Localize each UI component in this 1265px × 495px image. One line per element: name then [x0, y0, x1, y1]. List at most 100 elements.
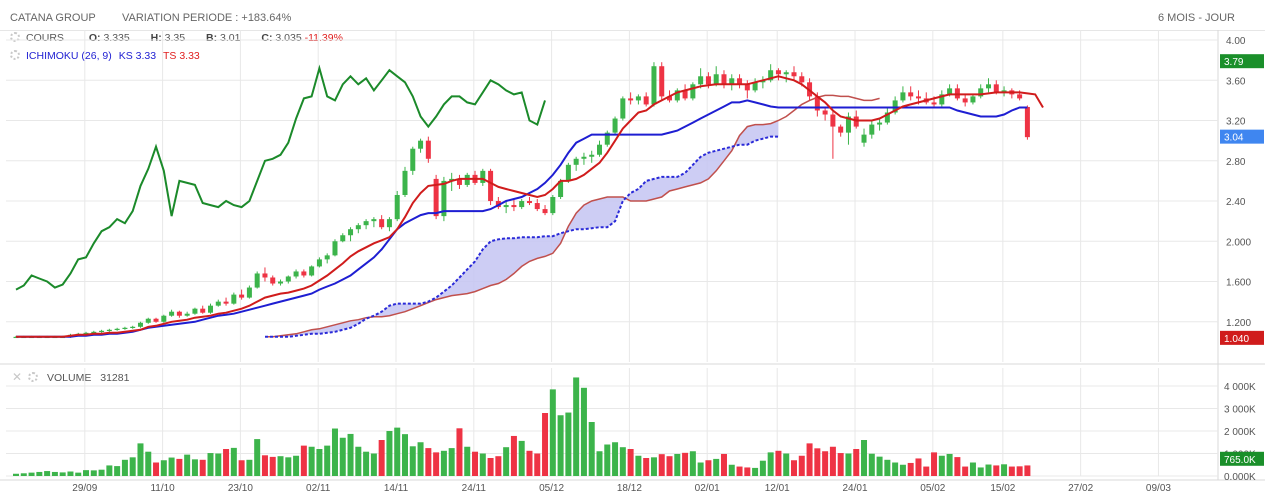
chikou-span-line: [15, 64, 546, 291]
candle-body: [1024, 106, 1030, 138]
volume-bar: [1001, 464, 1008, 476]
candle-body: [526, 201, 532, 204]
price-tick-label: 4.00: [1226, 36, 1246, 47]
date-tick-label: 14/11: [384, 483, 409, 494]
candle-body: [262, 273, 268, 278]
volume-bar: [798, 455, 805, 476]
volume-bar: [145, 451, 152, 476]
price-tick-label: 1.200: [1226, 318, 1251, 329]
candle-body: [137, 322, 143, 327]
volume-bar: [472, 451, 479, 476]
date-tick-label: 23/10: [228, 483, 253, 494]
candle-body: [752, 82, 758, 91]
candle-body: [589, 154, 595, 157]
volume-bar: [899, 464, 906, 476]
volume-bar: [75, 472, 82, 476]
date-tick-label: 24/01: [843, 483, 868, 494]
candle-body: [604, 132, 610, 145]
candle-body: [993, 84, 999, 93]
date-tick-label: 18/12: [617, 483, 642, 494]
candle-body: [947, 88, 953, 95]
volume-bar: [604, 444, 611, 476]
senkou-span-b-line: [265, 135, 779, 338]
badge-close: 3.04: [1224, 133, 1244, 144]
candle-body: [667, 96, 673, 101]
volume-bar: [215, 453, 222, 476]
candle-body: [900, 92, 906, 101]
volume-bar: [829, 446, 836, 476]
volume-bar: [184, 454, 191, 476]
volume-bar: [697, 462, 704, 476]
volume-tick-label: 0.000K: [1224, 472, 1256, 483]
candle-body: [1017, 94, 1023, 99]
settings-gear-icon[interactable]: [28, 372, 39, 382]
candle-body: [386, 219, 392, 228]
volume-bar: [129, 457, 136, 476]
high-label: H:: [150, 32, 162, 44]
candle-body: [239, 294, 245, 298]
volume-bar: [534, 453, 541, 476]
candle-body: [682, 90, 688, 99]
volume-bar: [464, 446, 471, 476]
volume-bar: [495, 456, 502, 476]
candle-body: [698, 76, 704, 85]
volume-bar: [347, 433, 354, 476]
open-value: 3.335: [103, 32, 130, 44]
volume-bar: [285, 457, 292, 476]
date-tick-label: 12/01: [765, 483, 790, 494]
volume-bar: [705, 460, 712, 476]
date-tick-label: 11/10: [150, 483, 175, 494]
volume-bar: [985, 464, 992, 476]
volume-bar: [728, 464, 735, 476]
candle-body: [954, 88, 960, 99]
period-selector[interactable]: 6 MOIS - JOUR: [1157, 12, 1235, 24]
volume-bar: [907, 462, 914, 476]
volume-value: 31281: [100, 372, 130, 384]
volume-bar: [791, 460, 797, 476]
volume-bar: [238, 460, 245, 476]
candle-body: [729, 78, 735, 85]
volume-bar: [767, 452, 774, 476]
settings-gear-icon[interactable]: [10, 50, 20, 60]
volume-bar: [682, 452, 689, 476]
volume-legend: ✕ VOLUME 31281: [12, 370, 129, 384]
open-label: O:: [88, 32, 101, 44]
candle-body: [643, 96, 649, 105]
volume-bar: [783, 453, 790, 476]
volume-bar: [993, 465, 1000, 476]
volume-bar: [90, 470, 97, 476]
volume-bar: [137, 443, 144, 476]
volume-bar: [876, 456, 883, 476]
candle-body: [970, 96, 976, 103]
close-icon[interactable]: ✕: [12, 370, 23, 384]
candle-body: [845, 116, 851, 133]
candle-body: [441, 180, 447, 217]
candle-body: [635, 96, 641, 101]
candle-body: [744, 84, 750, 91]
close-label: C:: [261, 32, 273, 44]
price-tick-label: 2.000: [1226, 237, 1251, 248]
volume-bar: [806, 443, 813, 476]
volume-bar: [962, 466, 969, 476]
candle-body: [340, 235, 346, 242]
volume-bar: [51, 471, 58, 476]
volume-bar: [440, 450, 447, 476]
ichimoku-label: ICHIMOKU (26, 9): [26, 50, 112, 62]
date-tick-label: 02/01: [695, 483, 720, 494]
volume-bar: [300, 445, 307, 476]
volume-bar: [822, 451, 829, 476]
candle-body: [814, 96, 820, 111]
volume-bar: [938, 455, 945, 476]
candle-body: [200, 308, 206, 313]
volume-bar: [612, 442, 619, 476]
ichimoku-legend: ICHIMOKU (26, 9) KS 3.33 TS 3.33: [10, 50, 200, 62]
volume-bar: [168, 457, 175, 476]
candle-body: [1001, 90, 1007, 93]
volume-bar: [448, 448, 455, 476]
volume-bar: [363, 451, 370, 476]
candle-body: [192, 308, 198, 314]
close-change: -11.39%: [304, 32, 343, 44]
settings-gear-icon[interactable]: [10, 32, 20, 42]
date-tick-label: 05/12: [539, 483, 564, 494]
